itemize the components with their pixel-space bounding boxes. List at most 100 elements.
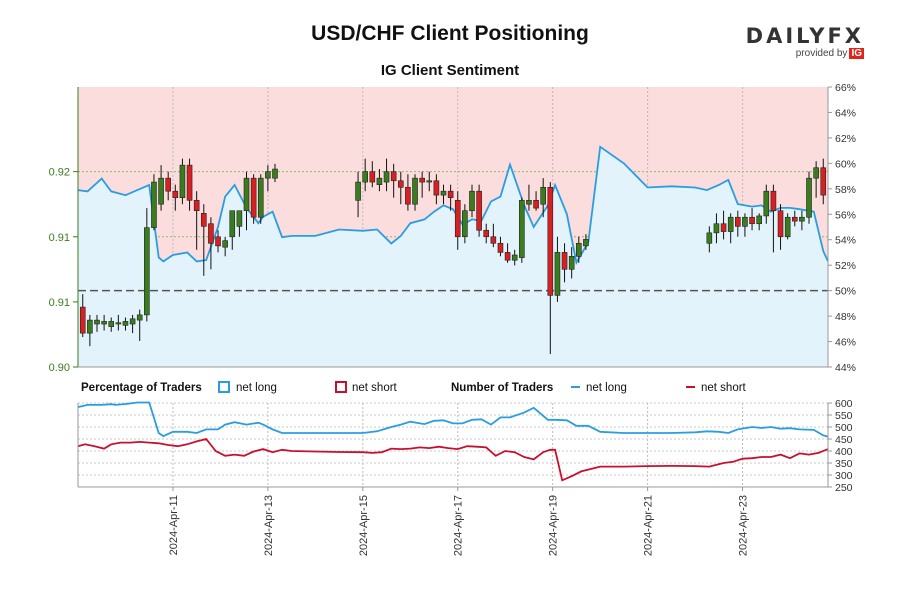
bullish-candle — [87, 314, 93, 347]
bullish-candle — [272, 163, 278, 183]
price-tick-label: 0.91 — [49, 297, 70, 309]
candle-body — [713, 223, 720, 234]
bullish-candle — [799, 210, 805, 231]
bearish-candle — [720, 210, 727, 240]
bullish-candle — [412, 174, 418, 211]
bearish-candle — [186, 158, 193, 211]
date-tick-label: 2024-Apr-17 — [453, 495, 465, 556]
candle-body — [222, 240, 228, 248]
chart-axes: 0.90 0.91 0.91 0.92 44% 46% 48% 50% 52% 54% 56% 58%… — [49, 82, 856, 556]
candle-body — [735, 216, 741, 227]
candle-body — [165, 177, 171, 192]
candle-body — [447, 190, 454, 198]
legend-pct-title: Percentage of Traders — [81, 382, 202, 394]
pct-tick-label: 60% — [835, 158, 856, 170]
count-tick-label: 300 — [835, 470, 853, 482]
bearish-candle — [533, 191, 539, 211]
pct-tick-label: 56% — [835, 209, 856, 221]
bullish-candle — [426, 171, 433, 192]
candle-body — [813, 167, 819, 179]
candle-body — [462, 210, 468, 238]
count-tick-label: 450 — [835, 434, 853, 446]
price-tick-label: 0.92 — [49, 167, 70, 179]
pct-tick-label: 64% — [835, 107, 856, 119]
candle-body — [454, 200, 461, 238]
candle-body — [511, 254, 518, 261]
candle-body — [483, 229, 490, 238]
candle-body — [583, 239, 589, 247]
candle-body — [405, 186, 411, 205]
candle-body — [727, 216, 734, 232]
candle-body — [272, 168, 278, 179]
candle-body — [547, 186, 554, 296]
bearish-candle — [390, 163, 397, 198]
pct-tick-label: 50% — [835, 286, 856, 298]
legend-pct-long-swatch — [218, 381, 230, 393]
legend-pct-short-label: net short — [352, 382, 398, 394]
candle-body — [369, 171, 376, 183]
bullish-candle — [511, 249, 518, 266]
candle-body — [561, 252, 568, 270]
bullish-candle — [742, 213, 748, 237]
price-candles — [79, 158, 827, 354]
bearish-candle — [497, 236, 504, 257]
candle-body — [229, 210, 236, 238]
candle-body — [101, 321, 107, 325]
bullish-candle — [179, 158, 186, 205]
bearish-candle — [172, 184, 179, 211]
net-long-pct-line — [77, 145, 829, 266]
bullish-candle — [257, 174, 264, 224]
candle-body — [79, 306, 86, 334]
count-tick-label: 600 — [835, 398, 853, 410]
candle-body — [820, 167, 827, 196]
pct-tick-label: 44% — [835, 362, 856, 374]
candle-body — [575, 242, 582, 257]
legend-pct-long-label: net long — [236, 382, 277, 394]
candle-body — [770, 190, 777, 212]
candle-body — [519, 200, 525, 258]
candle-body — [265, 171, 271, 179]
candle-body — [763, 190, 770, 217]
logo-provided-text: provided by — [795, 48, 848, 59]
bullish-candle — [727, 213, 734, 244]
bullish-candle — [151, 174, 157, 231]
bullish-candle — [236, 210, 243, 237]
count-tick-label: 400 — [835, 446, 853, 458]
count-tick-label: 350 — [835, 458, 853, 470]
date-tick-label: 2024-Apr-11 — [168, 495, 180, 555]
bearish-candle — [820, 158, 827, 205]
legend-num-short-label: net short — [701, 382, 747, 394]
bullish-candle — [554, 236, 561, 302]
candle-body — [799, 216, 805, 222]
bullish-candle — [101, 314, 107, 331]
logo-provided-by: provided by IG — [746, 48, 864, 59]
candle-body — [440, 190, 447, 196]
bearish-candle — [490, 223, 497, 248]
candle-body — [193, 200, 200, 212]
candle-body — [250, 177, 257, 218]
candle-body — [257, 177, 264, 218]
bearish-candle — [770, 184, 777, 253]
bullish-candle — [763, 184, 770, 224]
candle-body — [784, 216, 791, 238]
candle-body — [243, 177, 250, 212]
candle-body — [390, 171, 397, 182]
sentiment-series — [77, 145, 829, 367]
date-tick-label: 2024-Apr-15 — [358, 495, 370, 556]
pct-tick-label: 54% — [835, 235, 856, 247]
date-tick-label: 2024-Apr-19 — [548, 495, 560, 556]
candle-body — [533, 200, 539, 209]
candle-body — [756, 215, 762, 225]
logo-wordmark: DAILYFX — [745, 24, 864, 48]
bullish-candle — [806, 171, 812, 224]
candle-body — [215, 236, 221, 247]
count-tick-label: 500 — [835, 422, 853, 434]
bearish-candle — [777, 204, 784, 250]
candle-body — [179, 164, 186, 198]
candle-body — [383, 171, 390, 183]
candle-body — [419, 177, 425, 183]
candle-body — [136, 314, 143, 321]
pct-tick-label: 52% — [835, 260, 856, 272]
candle-body — [412, 177, 418, 205]
bullish-candle — [526, 184, 532, 211]
